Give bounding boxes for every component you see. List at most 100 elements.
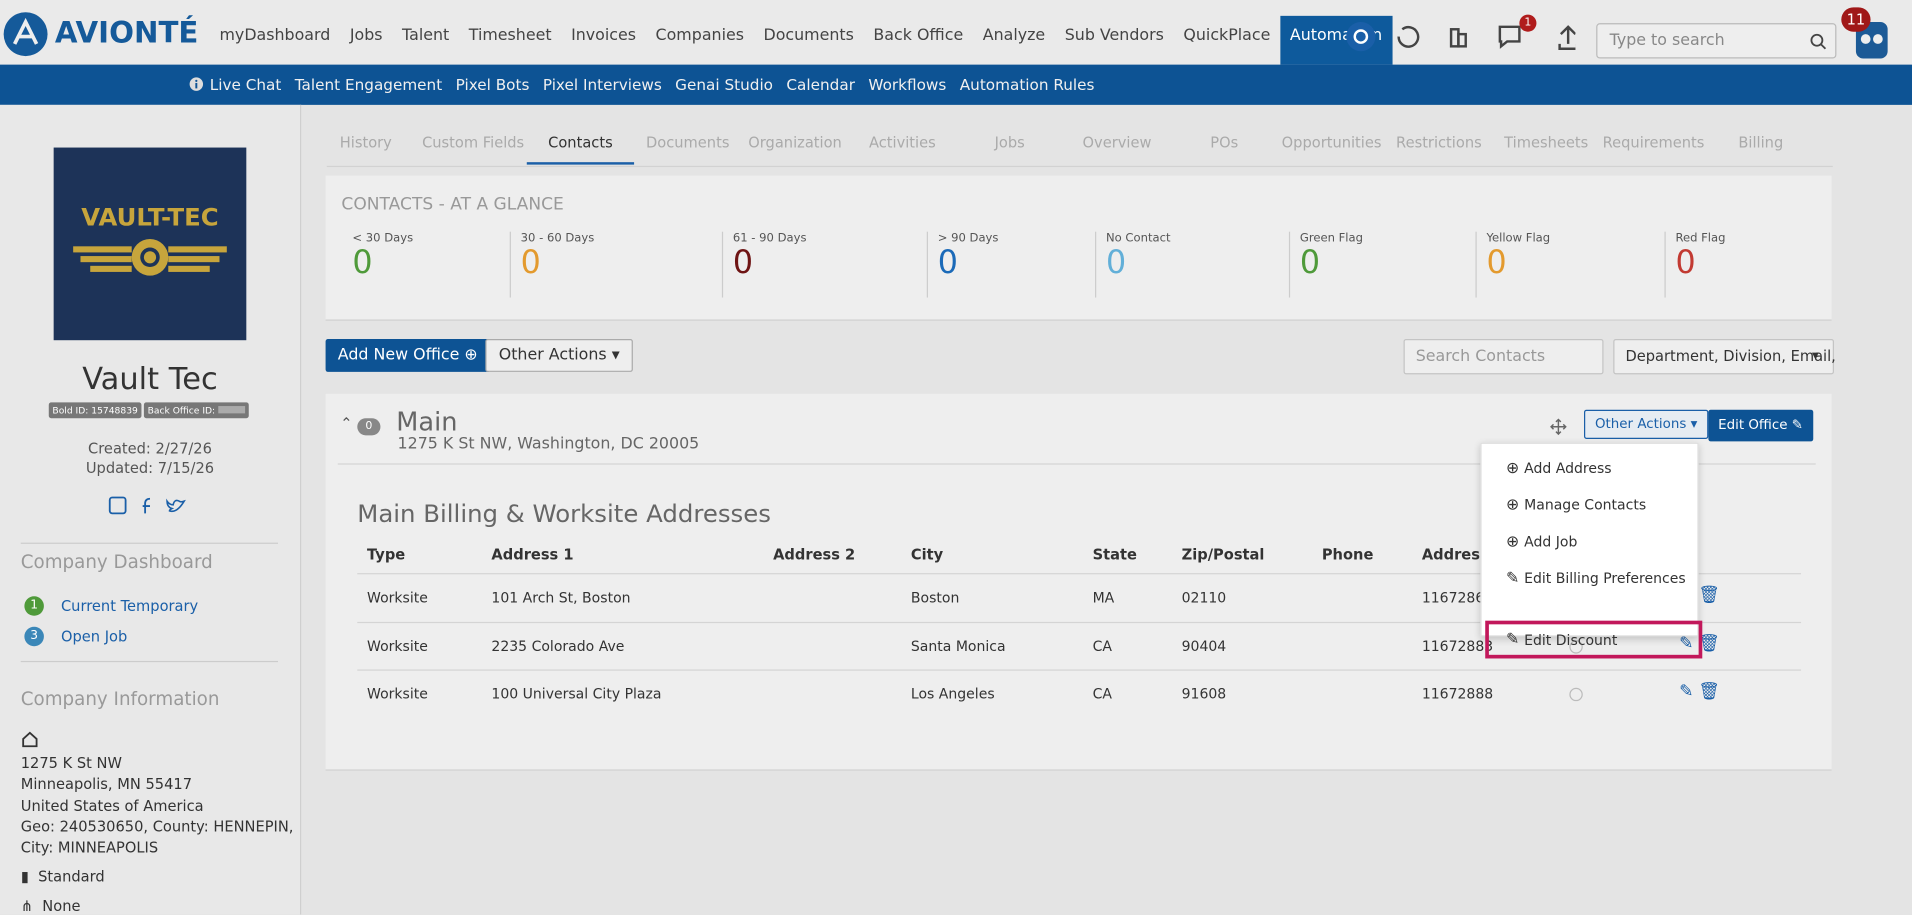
nav-item[interactable]: Jobs xyxy=(349,26,383,46)
filter-select[interactable]: Department, Division, Email, ▾ xyxy=(1613,338,1836,375)
dropdown-menu: ⊕ Add Address ⊕ Manage Contacts ⊕ Add Job ✎ Edi… xyxy=(1480,442,1703,659)
row-divider xyxy=(357,573,1802,575)
tab[interactable]: Opportunities xyxy=(1281,134,1382,152)
tab[interactable]: Billing xyxy=(1738,134,1784,152)
created: Created: 2/27/26 xyxy=(88,440,212,458)
table-cell: MA xyxy=(1092,588,1115,607)
hierarchy-value: None xyxy=(42,897,81,915)
move-icon[interactable] xyxy=(1550,418,1567,436)
dropdown-item[interactable]: ⊕ Add Job xyxy=(1506,528,1577,555)
info-title: Company Information xyxy=(20,687,220,710)
sub-nav-item[interactable]: Genai Studio xyxy=(675,75,774,94)
dashboard-count: 1 xyxy=(24,595,44,616)
table-cell: 11672883 xyxy=(1421,637,1494,655)
dropdown-item[interactable]: ✎ Edit Billing Preferences xyxy=(1506,565,1686,592)
tab[interactable]: Contacts xyxy=(526,134,635,165)
stat: 30 - 60 Days 0 xyxy=(509,231,594,298)
nav-item[interactable]: myDashboard xyxy=(219,26,331,46)
dashboard-count: 3 xyxy=(24,626,44,646)
sub-nav-item[interactable]: Calendar xyxy=(786,75,855,94)
nav-item[interactable]: Back Office xyxy=(873,26,964,46)
contact-search[interactable]: Search Contacts xyxy=(1403,338,1604,375)
divider xyxy=(20,542,279,544)
address-line: United States of America xyxy=(20,796,204,815)
office-address: 1275 K St NW, Washington, DC 20005 xyxy=(397,435,700,454)
row-divider xyxy=(357,621,1802,623)
nav-item[interactable]: QuickPlace xyxy=(1183,26,1271,46)
dropdown-icon: ⊕ xyxy=(1505,532,1520,551)
tab[interactable]: POs xyxy=(1210,134,1239,152)
sub-nav-item[interactable]: Live Chat xyxy=(209,75,282,94)
filter-label: Department, Division, Email, xyxy=(1625,347,1836,365)
stat-value: 0 xyxy=(1675,245,1696,282)
address-line: Minneapolis, MN 55417 xyxy=(20,775,193,793)
sub-nav-item[interactable]: Automation Rules xyxy=(959,75,1095,94)
search-box[interactable]: Type to search xyxy=(1596,23,1837,59)
table-cell: Boston xyxy=(910,588,960,607)
tab[interactable]: Documents xyxy=(646,134,730,152)
tab[interactable]: History xyxy=(339,134,392,152)
nav-items: myDashboard Jobs Talent Timesheet Invoices Co… xyxy=(210,15,1392,65)
tab[interactable]: Overview xyxy=(1082,134,1152,152)
nav-icons xyxy=(1346,21,1576,52)
tab[interactable]: Requirements xyxy=(1602,134,1705,152)
dashboard-label: Current Temporary xyxy=(60,596,199,614)
nav-item[interactable]: Talent xyxy=(402,26,450,46)
dropdown-item[interactable]: ⊕ Add Address xyxy=(1506,455,1612,482)
sub-nav-item[interactable]: Pixel Bots xyxy=(455,75,530,94)
dashboard-item[interactable]: 3 Open Job xyxy=(24,621,198,651)
dropdown-label: Add Job xyxy=(1524,532,1578,550)
dashboard-item[interactable]: 1 Current Temporary xyxy=(24,590,198,620)
tab[interactable]: Activities xyxy=(868,134,936,152)
table-cell: Worksite xyxy=(367,637,428,655)
company-name: Vault Tec xyxy=(82,360,218,397)
office-other-actions[interactable]: Other Actions ▾ xyxy=(1584,409,1709,439)
row-actions[interactable]: ✎🗑 xyxy=(1679,681,1725,702)
collapse-icon[interactable]: ⌃ xyxy=(340,414,353,432)
nav-item[interactable]: Analyze xyxy=(982,26,1046,46)
table-cell: 2235 Colorado Ave xyxy=(491,637,625,655)
edit-office-button[interactable]: Edit Office ✎ xyxy=(1708,409,1813,442)
dropdown-item[interactable]: ⊕ Manage Contacts xyxy=(1506,491,1646,518)
row-radio[interactable] xyxy=(1569,687,1583,702)
tab[interactable]: Restrictions xyxy=(1396,134,1482,152)
nav-item[interactable]: Documents xyxy=(763,26,854,46)
dropdown-item[interactable]: ✎ Edit Discount xyxy=(1485,620,1703,659)
stat-value: 0 xyxy=(732,245,754,282)
tab[interactable]: Jobs xyxy=(994,134,1025,152)
address-lines: 1275 K St NW Minneapolis, MN 55417 United … xyxy=(21,754,294,859)
nav-item[interactable]: Companies xyxy=(655,26,745,46)
add-office-button[interactable]: Add New Office ⊕ xyxy=(325,338,490,372)
logo: AVIONTÉ xyxy=(54,15,199,50)
office-other-actions-label: Other Actions xyxy=(1594,415,1687,432)
stat-label: 61 - 90 Days xyxy=(732,231,807,246)
nav-item[interactable]: Sub Vendors xyxy=(1064,26,1164,46)
logo-gear xyxy=(73,239,227,276)
tab[interactable]: Organization xyxy=(748,134,842,152)
nav-item[interactable]: Invoices xyxy=(571,26,637,46)
hierarchy: ⋔ None xyxy=(20,897,81,915)
other-actions-button[interactable]: Other Actions ▾ xyxy=(485,338,634,372)
user-avatar[interactable] xyxy=(1853,20,1890,61)
stat-label: Red Flag xyxy=(1675,231,1726,246)
sub-nav-item[interactable]: Workflows xyxy=(868,75,947,94)
sub-nav-item[interactable]: Pixel Interviews xyxy=(542,75,662,94)
tab[interactable]: Custom Fields xyxy=(422,134,525,152)
stat-value: 0 xyxy=(1299,245,1321,282)
row-radio[interactable] xyxy=(1569,639,1583,653)
stat: Red Flag 0 xyxy=(1664,231,1726,298)
tab[interactable]: Timesheets xyxy=(1504,134,1589,152)
dashboard-label: Open Job xyxy=(60,627,128,645)
divider xyxy=(20,660,279,663)
sub-nav-item[interactable]: Talent Engagement xyxy=(294,75,443,94)
dropdown-icon: ✎ xyxy=(1505,630,1520,649)
table-cell: CA xyxy=(1092,637,1112,655)
back-office-id-label: Back Office ID: xyxy=(147,404,216,416)
search-placeholder: Type to search xyxy=(1609,31,1725,50)
table-cell: 100 Universal City Plaza xyxy=(491,685,662,703)
stat-value: 0 xyxy=(937,245,958,282)
company-type-value: Standard xyxy=(38,868,105,886)
table-cell: Worksite xyxy=(367,685,428,703)
nav-item[interactable]: Timesheet xyxy=(468,26,552,46)
